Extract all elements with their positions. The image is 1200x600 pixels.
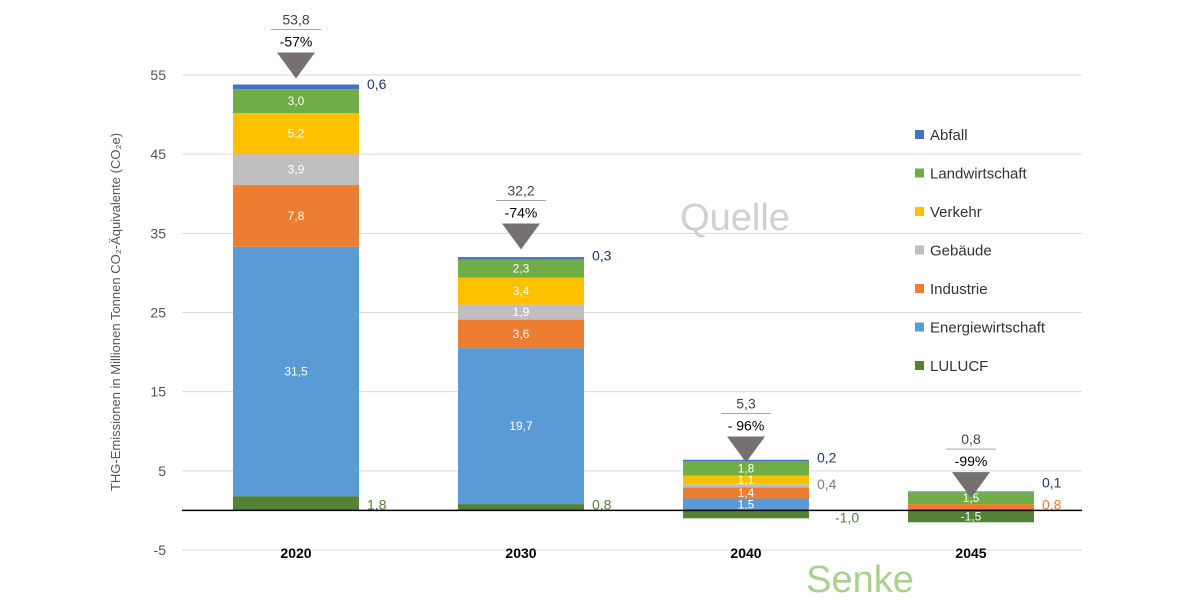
label-lulucf-2045: -1,5 bbox=[961, 509, 982, 523]
legend-swatch-abfall bbox=[915, 130, 924, 139]
bars: 1,8 31,5 7,8 3,9 5,2 3,0 0,6 0,8 19,7 3,6 1,9 3,4 2,… bbox=[233, 76, 1062, 525]
label-industrie-2045: 0,8 bbox=[1042, 496, 1062, 512]
label-lulucf-2040: -1,0 bbox=[835, 509, 859, 525]
y-tick-label: 25 bbox=[150, 305, 166, 321]
y-tick-label: 55 bbox=[150, 67, 166, 83]
bar-energiewirtschaft-2020 bbox=[233, 246, 359, 497]
bar-industrie-2040 bbox=[683, 487, 809, 499]
bar-gebäude-2020 bbox=[233, 154, 359, 186]
reduction-arrow-2030 bbox=[502, 223, 540, 250]
bar-industrie-2020 bbox=[233, 185, 359, 247]
legend-swatch-verkehr bbox=[915, 207, 924, 216]
legend-label-verkehr: Verkehr bbox=[930, 204, 982, 221]
reduction-arrow-2045 bbox=[952, 472, 990, 499]
label-landwirtschaft-2020: 3,0 bbox=[288, 94, 305, 108]
label-abfall-2045: 0,1 bbox=[1042, 474, 1062, 490]
total-label-2045: 0,8 bbox=[961, 431, 981, 447]
reduction-label-2045: -99% bbox=[955, 453, 988, 469]
legend-swatch-energiewirtschaft bbox=[915, 322, 924, 332]
label-abfall-2040: 0,2 bbox=[817, 450, 837, 466]
bar-gebäude-2040 bbox=[683, 484, 809, 488]
legend-label-abfall: Abfall bbox=[930, 127, 968, 144]
total-label-2020: 53,8 bbox=[282, 12, 309, 28]
label-energiewirtschaft-2040: 1,5 bbox=[738, 497, 755, 511]
bar-landwirtschaft-2040 bbox=[683, 461, 809, 476]
y-tick-label: -5 bbox=[154, 542, 167, 558]
reduction-label-2030: -74% bbox=[505, 205, 538, 221]
senke-annotation: Senke bbox=[806, 559, 914, 600]
reduction-label-2040: - 96% bbox=[728, 417, 765, 433]
legend-swatch-lulucf bbox=[915, 361, 924, 370]
bar-lulucf-2030 bbox=[458, 504, 584, 511]
y-tick-label: 35 bbox=[150, 225, 166, 241]
x-category-2040: 2040 bbox=[730, 545, 761, 561]
bar-abfall-2020 bbox=[233, 84, 359, 90]
legend-label-landwirtschaft: Landwirtschaft bbox=[930, 166, 1028, 183]
legend-label-lulucf: LULUCF bbox=[930, 358, 988, 375]
label-abfall-2020: 0,6 bbox=[367, 76, 387, 92]
bar-lulucf-2045 bbox=[908, 510, 1034, 523]
legend-swatch-gebäude bbox=[915, 245, 924, 255]
label-gebäude-2020: 3,9 bbox=[288, 163, 305, 177]
label-energiewirtschaft-2020: 31,5 bbox=[284, 364, 308, 378]
quelle-annotation: Quelle bbox=[680, 197, 790, 239]
bar-verkehr-2030 bbox=[458, 277, 584, 305]
legend: Abfall Landwirtschaft Verkehr Gebäude Indust… bbox=[915, 127, 1046, 375]
bar-landwirtschaft-2020 bbox=[233, 89, 359, 113]
bar-abfall-2030 bbox=[458, 257, 584, 260]
y-axis-label: THG-Emissionen in Millionen Tonnen CO₂-Ä… bbox=[108, 133, 123, 491]
legend-label-gebäude: Gebäude bbox=[930, 243, 992, 260]
total-label-2030: 32,2 bbox=[507, 183, 534, 199]
reduction-arrow-2020 bbox=[277, 52, 315, 79]
bar-landwirtschaft-2045 bbox=[908, 492, 1034, 505]
totals-annotations: -57% 53,8 -74% 32,2 - 96% 5,3 -99% 0,8 bbox=[271, 12, 996, 499]
reduction-label-2020: -57% bbox=[280, 34, 313, 50]
label-gebäude-2040: 0,4 bbox=[817, 476, 837, 492]
label-energiewirtschaft-2030: 19,7 bbox=[509, 419, 533, 433]
legend-label-energiewirtschaft: Energiewirtschaft bbox=[930, 320, 1046, 337]
label-industrie-2040: 1,4 bbox=[738, 486, 755, 500]
label-gebäude-2030: 1,9 bbox=[513, 305, 530, 319]
legend-swatch-landwirtschaft bbox=[915, 168, 924, 178]
y-tick-label: 5 bbox=[158, 463, 166, 479]
x-axis-categories: 2020 2030 2040 2045 bbox=[280, 545, 986, 561]
bar-lulucf-2020 bbox=[233, 496, 359, 511]
x-category-2045: 2045 bbox=[955, 545, 986, 561]
bar-energiewirtschaft-2030 bbox=[458, 348, 584, 505]
bar-energiewirtschaft-2040 bbox=[683, 498, 809, 511]
label-landwirtschaft-2040: 1,8 bbox=[738, 461, 755, 475]
legend-label-industrie: Industrie bbox=[930, 281, 988, 298]
total-label-2040: 5,3 bbox=[736, 395, 756, 411]
label-lulucf-2030: 0,8 bbox=[592, 496, 612, 512]
label-verkehr-2020: 5,2 bbox=[288, 127, 305, 141]
legend-swatch-industrie bbox=[915, 284, 924, 293]
label-landwirtschaft-2030: 2,3 bbox=[513, 262, 530, 276]
label-verkehr-2030: 3,4 bbox=[513, 284, 530, 298]
y-axis-ticks: -5 5 15 25 35 45 55 bbox=[150, 67, 166, 558]
bar-landwirtschaft-2030 bbox=[458, 259, 584, 278]
y-tick-label: 15 bbox=[150, 384, 166, 400]
bar-industrie-2030 bbox=[458, 319, 584, 349]
label-lulucf-2020: 1,8 bbox=[367, 496, 387, 512]
bar-gebäude-2030 bbox=[458, 304, 584, 320]
reduction-arrow-2040 bbox=[727, 436, 765, 463]
label-landwirtschaft-2045: 1,5 bbox=[963, 491, 980, 505]
label-abfall-2030: 0,3 bbox=[592, 247, 612, 263]
label-industrie-2020: 7,8 bbox=[288, 209, 305, 223]
bar-lulucf-2040 bbox=[683, 510, 809, 519]
bar-verkehr-2020 bbox=[233, 113, 359, 155]
bar-verkehr-2040 bbox=[683, 475, 809, 485]
label-industrie-2030: 3,6 bbox=[513, 327, 530, 341]
x-category-2030: 2030 bbox=[505, 545, 536, 561]
bar-industrie-2045 bbox=[908, 504, 1034, 511]
y-tick-label: 45 bbox=[150, 146, 166, 162]
label-verkehr-2040: 1,1 bbox=[738, 473, 755, 487]
x-category-2020: 2020 bbox=[280, 545, 311, 561]
